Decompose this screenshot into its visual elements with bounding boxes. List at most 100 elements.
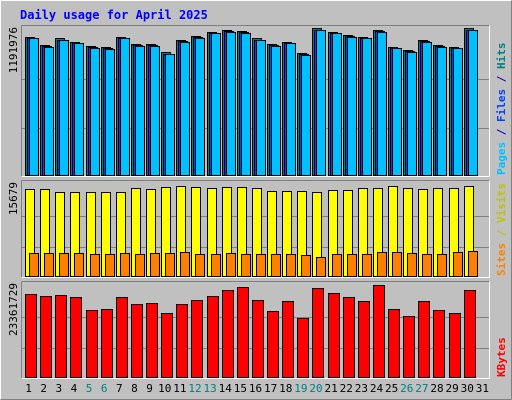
bar-pages-day-16 — [256, 40, 266, 176]
bar-kbytes-day-16 — [252, 300, 264, 378]
bar-pages-day-14 — [226, 32, 236, 176]
bar-sites-day-11 — [180, 252, 190, 277]
x-tick-label: 4 — [71, 382, 78, 395]
bar-sites-day-29 — [453, 252, 463, 277]
bar-sites-day-8 — [135, 254, 145, 277]
bar-kbytes-day-27 — [418, 301, 430, 378]
legend-part: Sites — [495, 243, 508, 276]
bar-kbytes-day-25 — [388, 309, 400, 378]
panel-hits-files-pages: 1191976 Pages / Files / Hits — [7, 25, 508, 177]
bar-kbytes-day-5 — [86, 310, 98, 378]
x-tick-label: 14 — [219, 382, 233, 395]
bar-sites-day-3 — [59, 253, 69, 277]
x-tick-label: 1 — [25, 382, 32, 395]
bar-sites-day-22 — [347, 254, 357, 277]
bar-sites-day-16 — [256, 254, 266, 277]
legend-part: Visits — [495, 183, 508, 223]
x-tick-label: 22 — [340, 382, 353, 395]
x-tick-label: 19 — [294, 382, 307, 395]
bar-sites-day-28 — [437, 254, 447, 277]
chart-title: Daily usage for April 2025 — [20, 8, 208, 22]
x-tick-label: 27 — [415, 382, 428, 395]
bar-sites-day-1 — [29, 253, 39, 277]
bar-sites-day-20 — [316, 257, 326, 277]
bar-pages-day-9 — [150, 46, 160, 176]
bar-pages-day-30 — [468, 30, 478, 176]
bar-kbytes-day-14 — [222, 290, 234, 378]
x-tick-label: 15 — [234, 382, 247, 395]
bar-sites-day-12 — [195, 254, 205, 277]
bar-sites-day-27 — [422, 254, 432, 277]
bar-pages-day-20 — [316, 30, 326, 176]
x-tick-label: 9 — [146, 382, 153, 395]
panel-kbytes: 23361729 KBytes — [7, 281, 508, 379]
bar-pages-day-11 — [180, 42, 190, 176]
bar-kbytes-day-10 — [161, 313, 173, 378]
bar-pages-day-21 — [332, 33, 342, 176]
bar-sites-day-10 — [165, 253, 175, 277]
bar-pages-day-3 — [59, 40, 69, 176]
x-tick-label: 7 — [116, 382, 123, 395]
bar-pages-day-24 — [377, 32, 387, 176]
bar-sites-day-4 — [74, 253, 84, 277]
bar-kbytes-day-26 — [403, 316, 415, 378]
bar-kbytes-day-19 — [297, 318, 309, 378]
x-tick-label: 28 — [430, 382, 443, 395]
bar-kbytes-day-24 — [373, 285, 385, 378]
x-tick-label: 11 — [173, 382, 186, 395]
x-tick-label: 30 — [461, 382, 474, 395]
bar-pages-day-4 — [74, 43, 84, 176]
bar-kbytes-day-4 — [70, 297, 82, 378]
x-tick-label: 31 — [476, 382, 489, 395]
y-axis-max-label: 15679 — [7, 182, 20, 215]
legend-part: / — [495, 223, 508, 243]
bar-pages-day-28 — [437, 47, 447, 176]
bar-kbytes-day-2 — [40, 296, 52, 378]
x-tick-labels: 1 2 3 4 5 6 7 8 9 10 11 12 13 14 15 16 17 18 19 20 21 22 23 24 2… — [25, 382, 489, 395]
bar-pages-day-12 — [195, 38, 205, 176]
x-tick-label: 2 — [40, 382, 47, 395]
x-tick-label: 17 — [264, 382, 277, 395]
bar-pages-day-2 — [44, 47, 54, 176]
bar-pages-day-10 — [165, 54, 175, 176]
x-tick-label: 6 — [101, 382, 108, 395]
x-tick-label: 20 — [309, 382, 322, 395]
panel-legend-label: Pages / Files / Hits — [495, 43, 508, 176]
legend-part: Hits — [495, 43, 508, 70]
bar-pages-day-29 — [453, 48, 463, 176]
bar-sites-day-6 — [105, 254, 115, 277]
legend-part: Files — [495, 89, 508, 122]
bar-sites-day-26 — [407, 253, 417, 277]
bar-pages-day-26 — [407, 52, 417, 176]
bar-kbytes-day-11 — [176, 304, 188, 378]
bar-sites-day-14 — [226, 253, 236, 277]
x-tick-label: 12 — [188, 382, 201, 395]
bar-pages-day-22 — [347, 37, 357, 176]
bar-sites-day-24 — [377, 252, 387, 277]
bar-kbytes-day-17 — [267, 311, 279, 378]
bar-kbytes-day-7 — [116, 297, 128, 378]
legend-part: / — [495, 69, 508, 89]
bar-sites-day-30 — [468, 251, 478, 277]
bar-kbytes-day-1 — [25, 294, 37, 378]
bar-kbytes-day-20 — [312, 288, 324, 378]
bar-sites-day-17 — [271, 254, 281, 277]
bar-kbytes-day-30 — [464, 290, 476, 378]
bar-kbytes-day-3 — [55, 295, 67, 378]
bar-sites-day-21 — [332, 254, 342, 277]
y-axis-max-label: 23361729 — [7, 283, 20, 336]
bar-pages-day-27 — [422, 42, 432, 176]
bar-sites-day-2 — [44, 253, 54, 277]
bar-pages-day-17 — [271, 46, 281, 176]
bar-pages-day-23 — [362, 38, 372, 176]
bar-pages-day-13 — [211, 33, 221, 176]
bar-kbytes-day-12 — [191, 300, 203, 378]
legend-part: / — [495, 122, 508, 142]
bar-sites-day-25 — [392, 252, 402, 277]
bar-sites-day-15 — [241, 254, 251, 277]
bar-sites-day-19 — [301, 255, 311, 277]
bar-sites-day-5 — [90, 254, 100, 277]
bars — [25, 186, 478, 277]
bar-pages-day-25 — [392, 48, 402, 176]
